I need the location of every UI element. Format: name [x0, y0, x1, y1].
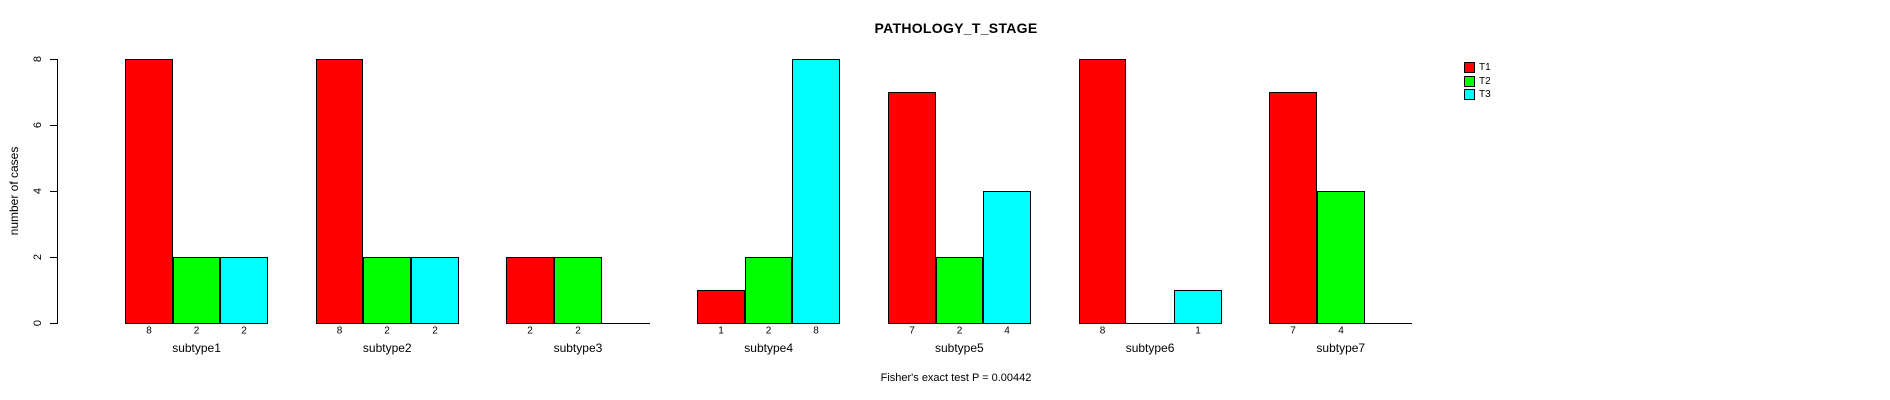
bar-value-label: 8	[336, 325, 343, 337]
bar-value-label: 7	[1290, 325, 1296, 337]
bar-value-label: 2	[193, 325, 200, 337]
bar-subtype2-T1	[316, 59, 363, 324]
y-tick-label: 4	[32, 187, 44, 195]
y-axis-line	[57, 59, 58, 324]
legend-label-T2: T2	[1479, 76, 1491, 87]
legend-label-T1: T1	[1479, 62, 1491, 73]
y-axis-label: number of cases	[7, 146, 21, 236]
legend-swatch-T2	[1464, 76, 1475, 87]
bar-value-label: 2	[527, 325, 533, 337]
bar-value-label: 4	[1004, 325, 1010, 337]
bar-subtype6-T3	[1174, 290, 1222, 324]
bar-subtype5-T1	[888, 92, 936, 324]
bar-value-label: 2	[384, 325, 390, 337]
bar-value-label: 8	[1099, 325, 1106, 337]
stat-annotation: Fisher's exact test P = 0.00442	[880, 372, 1032, 384]
chart-title: PATHOLOGY_T_STAGE	[874, 20, 1038, 36]
bar-subtype4-T1	[697, 290, 745, 324]
bar-value-label: 2	[956, 325, 963, 337]
category-label-subtype7: subtype7	[1316, 341, 1366, 355]
category-label-subtype5: subtype5	[934, 341, 984, 355]
zero-bar-subtype3-T3	[602, 323, 650, 324]
y-tick-mark	[50, 59, 57, 60]
bar-subtype1-T2	[173, 257, 220, 324]
bar-subtype3-T2	[554, 257, 602, 324]
bar-value-label: 4	[1338, 325, 1344, 337]
y-tick-mark	[50, 191, 57, 192]
bar-subtype2-T2	[363, 257, 411, 324]
bar-subtype3-T1	[506, 257, 554, 324]
bar-subtype6-T1	[1079, 59, 1126, 324]
legend-label-T3: T3	[1479, 89, 1491, 100]
category-label-subtype2: subtype2	[362, 341, 412, 355]
zero-bar-subtype6-T2	[1126, 323, 1174, 324]
bar-subtype1-T1	[125, 59, 173, 324]
bar-subtype7-T1	[1269, 92, 1317, 324]
y-tick-label: 8	[32, 55, 44, 63]
bar-subtype4-T3	[792, 59, 840, 324]
bar-value-label: 2	[241, 325, 247, 337]
bar-value-label: 8	[146, 325, 152, 337]
bar-value-label: 2	[765, 325, 772, 337]
bar-value-label: 8	[813, 325, 819, 337]
bar-subtype5-T2	[936, 257, 983, 324]
zero-bar-subtype7-T3	[1365, 323, 1412, 324]
bar-subtype4-T2	[745, 257, 792, 324]
category-label-subtype6: subtype6	[1125, 341, 1175, 355]
legend-swatch-T3	[1464, 89, 1475, 100]
legend-swatch-T1	[1464, 62, 1475, 73]
bar-value-label: 1	[1195, 325, 1201, 337]
bar-subtype2-T3	[411, 257, 459, 324]
y-tick-label: 2	[32, 253, 44, 261]
bar-value-label: 1	[718, 325, 724, 337]
y-tick-label: 0	[32, 319, 44, 327]
y-tick-mark	[50, 323, 57, 324]
category-label-subtype4: subtype4	[744, 341, 793, 355]
bar-subtype1-T3	[220, 257, 268, 324]
bar-value-label: 2	[575, 325, 581, 337]
bar-subtype7-T2	[1317, 191, 1365, 324]
category-label-subtype3: subtype3	[553, 341, 603, 355]
y-tick-mark	[50, 257, 57, 258]
y-tick-label: 6	[32, 121, 44, 129]
category-label-subtype1: subtype1	[172, 341, 221, 355]
y-tick-mark	[50, 125, 57, 126]
bar-value-label: 2	[432, 325, 438, 337]
bar-subtype5-T3	[983, 191, 1031, 324]
bar-value-label: 7	[909, 325, 915, 337]
